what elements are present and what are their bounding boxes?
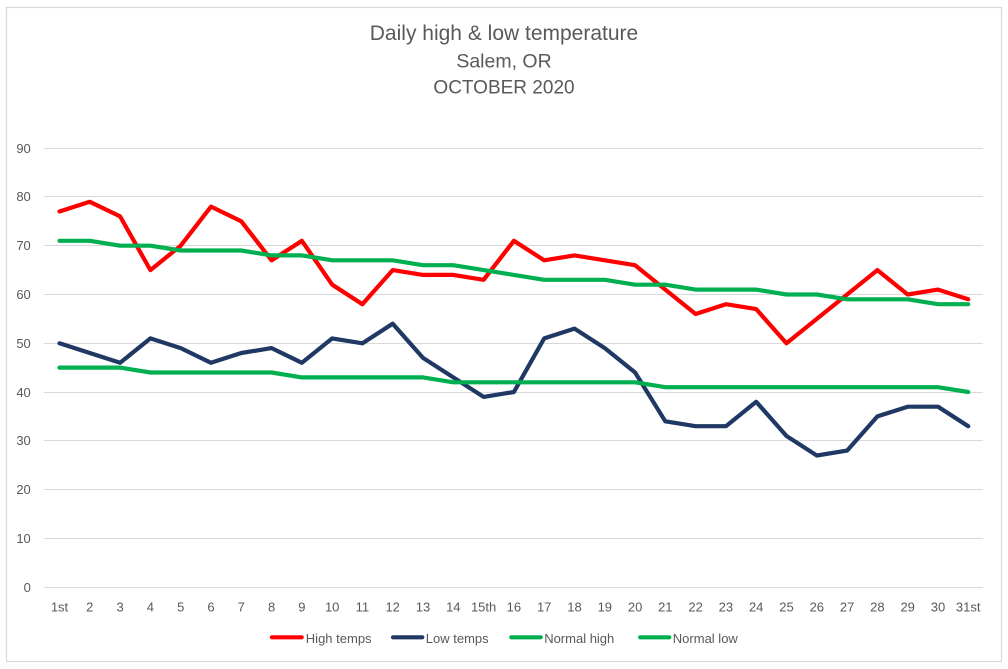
svg-text:21: 21	[658, 600, 672, 615]
svg-text:28: 28	[870, 600, 884, 615]
svg-text:20: 20	[628, 600, 642, 615]
svg-text:5: 5	[177, 600, 184, 615]
svg-text:50: 50	[16, 336, 30, 351]
svg-text:11: 11	[356, 600, 370, 615]
svg-text:1st: 1st	[51, 600, 69, 615]
svg-text:Normal high: Normal high	[544, 631, 614, 646]
svg-text:29: 29	[900, 600, 914, 615]
svg-text:0: 0	[24, 580, 31, 595]
svg-text:24: 24	[749, 600, 763, 615]
svg-text:15th: 15th	[471, 600, 496, 615]
svg-text:9: 9	[298, 600, 305, 615]
svg-text:22: 22	[688, 600, 702, 615]
svg-text:High temps: High temps	[306, 631, 372, 646]
svg-text:26: 26	[810, 600, 824, 615]
svg-text:16: 16	[507, 600, 521, 615]
svg-text:4: 4	[147, 600, 154, 615]
svg-text:12: 12	[385, 600, 399, 615]
svg-text:40: 40	[16, 385, 30, 400]
svg-text:20: 20	[16, 482, 30, 497]
svg-text:Daily high & low temperature: Daily high & low temperature	[370, 22, 638, 45]
svg-text:10: 10	[325, 600, 339, 615]
svg-text:80: 80	[16, 189, 30, 204]
svg-text:30: 30	[931, 600, 945, 615]
svg-text:23: 23	[719, 600, 733, 615]
svg-text:31st: 31st	[956, 600, 981, 615]
svg-text:2: 2	[86, 600, 93, 615]
svg-text:OCTOBER 2020: OCTOBER 2020	[433, 77, 574, 98]
svg-text:25: 25	[779, 600, 793, 615]
svg-text:30: 30	[16, 433, 30, 448]
svg-text:27: 27	[840, 600, 854, 615]
svg-text:Low temps: Low temps	[426, 631, 489, 646]
svg-text:7: 7	[238, 600, 245, 615]
svg-text:19: 19	[598, 600, 612, 615]
svg-text:3: 3	[116, 600, 123, 615]
svg-text:Normal low: Normal low	[673, 631, 739, 646]
svg-text:14: 14	[446, 600, 460, 615]
svg-text:70: 70	[16, 238, 30, 253]
svg-text:60: 60	[16, 287, 30, 302]
svg-text:13: 13	[416, 600, 430, 615]
svg-text:Salem, OR: Salem, OR	[456, 50, 551, 72]
svg-text:17: 17	[537, 600, 551, 615]
svg-text:10: 10	[16, 531, 30, 546]
svg-text:8: 8	[268, 600, 275, 615]
svg-text:90: 90	[16, 141, 30, 156]
svg-text:6: 6	[207, 600, 214, 615]
svg-text:18: 18	[567, 600, 581, 615]
